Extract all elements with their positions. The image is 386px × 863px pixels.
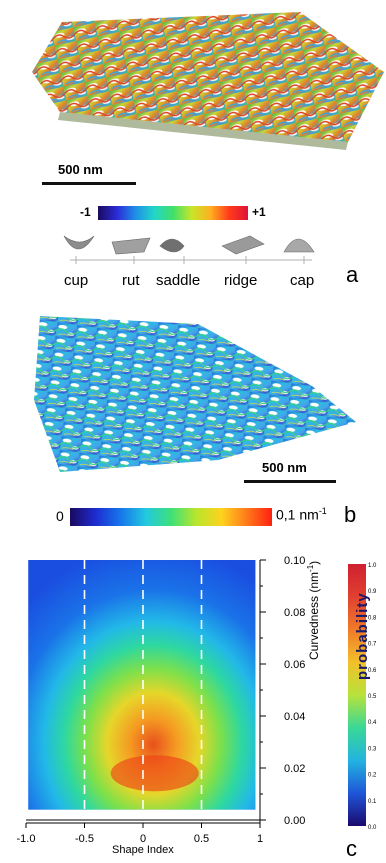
probability-tick-label: 0.1 [368, 799, 377, 805]
cap-icon [283, 238, 315, 253]
y-tick-label: 0.10 [284, 555, 305, 567]
panel-b-colorbar-max-value: 0,1 nm [276, 506, 319, 523]
panel-a-surface-graphic [32, 12, 384, 264]
y-tick-label: 0.00 [284, 815, 305, 827]
panel-a-colorbar-min: -1 [80, 205, 91, 219]
y-axis-label-close: ) [307, 560, 321, 565]
shape-label-rut: rut [122, 272, 140, 289]
rut-icon [111, 237, 151, 255]
x-tick-label: 0 [140, 833, 146, 845]
panel-b-colorbar [70, 508, 272, 526]
panel-b-colorbar-max-sup: -1 [318, 506, 327, 516]
panel-b-surface-graphic [34, 316, 356, 526]
shape-label-cap: cap [290, 272, 315, 289]
panel-b-colorbar-max: 0,1 nm-1 [276, 506, 327, 523]
heatmap-chart: -1.0 -0.5 0 0.5 1 0.10 0.08 0.06 0.04 0.02 0.00 1.… [17, 555, 377, 845]
probability-tick-label: 0.3 [368, 746, 377, 752]
panel-b-letter: b [344, 502, 357, 527]
probability-tick-label: 0.5 [368, 694, 377, 700]
y-tick-label: 0.04 [284, 711, 305, 723]
shape-label-ridge: ridge [224, 272, 258, 289]
x-tick-label: 0.5 [194, 833, 209, 845]
shape-icons [63, 235, 315, 255]
y-axis-label: Curvedness (nm-1) [306, 520, 321, 660]
panel-a-scale-label: 500 nm [58, 162, 103, 177]
probability-tick-label: 0.0 [368, 825, 377, 831]
panel-b-scale-bar [244, 480, 336, 483]
panel-c: -1.0 -0.5 0 0.5 1 0.10 0.08 0.06 0.04 0.02 0.00 1.… [0, 540, 386, 863]
probability-tick-label: 0.4 [368, 720, 377, 726]
y-axis-label-text: Curvedness (nm [307, 571, 321, 660]
y-tick-label: 0.02 [284, 763, 305, 775]
y-tick-label: 0.08 [284, 607, 305, 619]
panel-a-colorbar [98, 206, 248, 220]
x-axis-label: Shape Index [112, 844, 174, 856]
shape-label-saddle: saddle [156, 272, 201, 289]
panel-a-scale-bar [42, 182, 136, 185]
y-tick-label: 0.06 [284, 659, 305, 671]
panel-c-letter: c [346, 836, 357, 861]
probability-tick-label: 0.8 [368, 615, 377, 621]
probability-tick-label: 0.6 [368, 668, 377, 674]
probability-tick-label: 0.9 [368, 589, 377, 595]
panel-a-colorbar-max: +1 [252, 205, 266, 219]
y-axis-label-sup: -1 [306, 564, 315, 572]
panel-b-surface [34, 316, 356, 472]
cup-icon [63, 235, 95, 250]
panel-a-surface [32, 12, 384, 142]
panel-a: 500 nm -1 +1 cup rut saddle ridge cap a [0, 0, 386, 300]
panel-b-colorbar-min: 0 [56, 508, 64, 524]
x-tick-label: 1 [257, 833, 263, 845]
probability-colorbar [348, 564, 366, 826]
probability-label: probability [354, 592, 371, 680]
probability-tick-label: 0.2 [368, 773, 377, 779]
panel-b-scale-label: 500 nm [262, 460, 307, 475]
panel-a-letter: a [346, 262, 359, 287]
probability-tick-label: 0.7 [368, 642, 377, 648]
x-tick-label: -1.0 [17, 833, 36, 845]
x-tick-label: -0.5 [75, 833, 94, 845]
shape-label-cup: cup [64, 272, 89, 289]
saddle-icon [159, 238, 185, 253]
heatmap-peak [110, 755, 199, 792]
probability-tick-label: 1.0 [368, 563, 377, 569]
panel-b: 500 nm 0 0,1 nm-1 b [0, 300, 386, 540]
ridge-icon [221, 235, 265, 255]
